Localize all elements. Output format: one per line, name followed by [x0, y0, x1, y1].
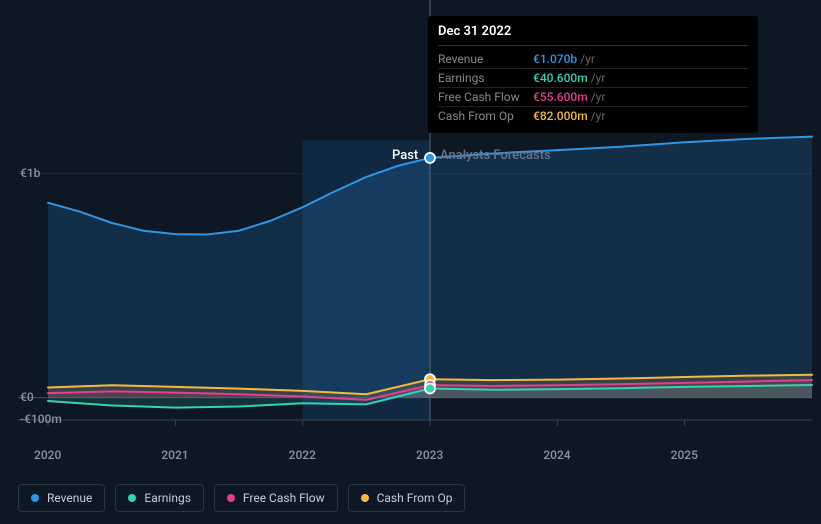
legend-item[interactable]: Free Cash Flow: [214, 484, 338, 512]
x-axis-label: 2020: [34, 448, 61, 462]
y-axis-label: €0: [20, 390, 34, 404]
forecast-label: Analysts Forecasts: [440, 148, 551, 163]
x-axis-label: 2025: [671, 448, 698, 462]
marker-dot: [425, 153, 435, 163]
x-axis-label: 2024: [543, 448, 570, 462]
tooltip-row-label: Revenue: [438, 52, 533, 66]
marker-dot: [425, 384, 435, 394]
tooltip-row-label: Cash From Op: [438, 109, 533, 123]
legend-dot: [361, 494, 369, 502]
tooltip-row-unit: /yr: [591, 109, 606, 123]
legend-item[interactable]: Revenue: [18, 484, 105, 512]
legend-dot: [31, 494, 39, 502]
tooltip-row-value: €55.600m: [533, 90, 588, 104]
legend-label: Earnings: [144, 491, 191, 505]
legend-label: Revenue: [47, 491, 92, 505]
tooltip-row-label: Earnings: [438, 71, 533, 85]
tooltip-row-unit: /yr: [580, 52, 595, 66]
past-label: Past: [392, 148, 418, 163]
legend: Revenue Earnings Free Cash Flow Cash From O…: [18, 484, 465, 512]
legend-item[interactable]: Earnings: [115, 484, 204, 512]
tooltip-row-label: Free Cash Flow: [438, 90, 533, 104]
tooltip-date: Dec 31 2022: [438, 24, 748, 46]
legend-item[interactable]: Cash From Op: [348, 484, 466, 512]
tooltip: Dec 31 2022 Revenue€1.070b/yrEarnings€40…: [428, 16, 758, 133]
legend-label: Free Cash Flow: [243, 491, 325, 505]
tooltip-row-unit: /yr: [591, 71, 606, 85]
legend-label: Cash From Op: [377, 491, 453, 505]
tooltip-row-unit: /yr: [591, 90, 606, 104]
tooltip-row-value: €40.600m: [533, 71, 588, 85]
legend-dot: [227, 494, 235, 502]
tooltip-row: Revenue€1.070b/yr: [438, 50, 748, 69]
tooltip-row-value: €82.000m: [533, 109, 588, 123]
y-axis-label: €1b: [20, 166, 40, 180]
y-axis-label: -€100m: [20, 412, 62, 426]
tooltip-row: Cash From Op€82.000m/yr: [438, 107, 748, 125]
tooltip-row-value: €1.070b: [533, 52, 577, 66]
tooltip-row: Free Cash Flow€55.600m/yr: [438, 88, 748, 107]
x-axis-label: 2023: [416, 448, 443, 462]
tooltip-row: Earnings€40.600m/yr: [438, 69, 748, 88]
legend-dot: [128, 494, 136, 502]
x-axis-label: 2022: [289, 448, 316, 462]
x-axis-label: 2021: [161, 448, 188, 462]
